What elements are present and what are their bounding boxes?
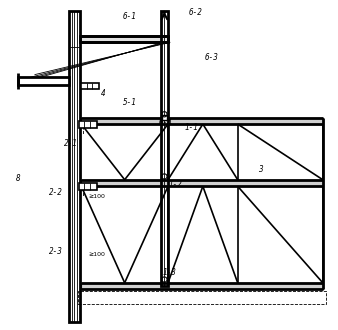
Bar bbox=[162, 115, 167, 120]
Bar bbox=[69, 11, 80, 322]
Bar bbox=[161, 11, 168, 286]
Bar bbox=[79, 183, 97, 190]
Text: 1-3: 1-3 bbox=[162, 269, 176, 278]
Text: 6-3: 6-3 bbox=[204, 52, 218, 61]
Bar bbox=[79, 121, 97, 128]
Text: 6-4: 6-4 bbox=[159, 118, 173, 127]
Bar bbox=[80, 36, 168, 42]
Text: 3: 3 bbox=[258, 165, 263, 175]
Text: 2-2: 2-2 bbox=[49, 188, 63, 197]
Text: ≥100: ≥100 bbox=[89, 252, 106, 257]
Bar bbox=[81, 117, 323, 124]
Text: 1-2: 1-2 bbox=[169, 180, 183, 189]
Text: 6-1: 6-1 bbox=[123, 12, 137, 20]
Text: ≥100: ≥100 bbox=[89, 194, 106, 199]
Text: 4: 4 bbox=[101, 88, 106, 97]
Bar bbox=[78, 291, 326, 304]
Text: 2-1: 2-1 bbox=[64, 139, 78, 148]
Text: 8: 8 bbox=[16, 174, 21, 182]
Text: 6-2: 6-2 bbox=[188, 8, 202, 17]
Bar bbox=[81, 180, 323, 186]
Bar bbox=[81, 283, 323, 289]
Text: 2-3: 2-3 bbox=[49, 247, 63, 256]
Text: 5-1: 5-1 bbox=[123, 98, 137, 107]
Bar bbox=[81, 82, 99, 89]
Text: 1-1: 1-1 bbox=[185, 123, 199, 132]
Bar bbox=[19, 77, 69, 85]
